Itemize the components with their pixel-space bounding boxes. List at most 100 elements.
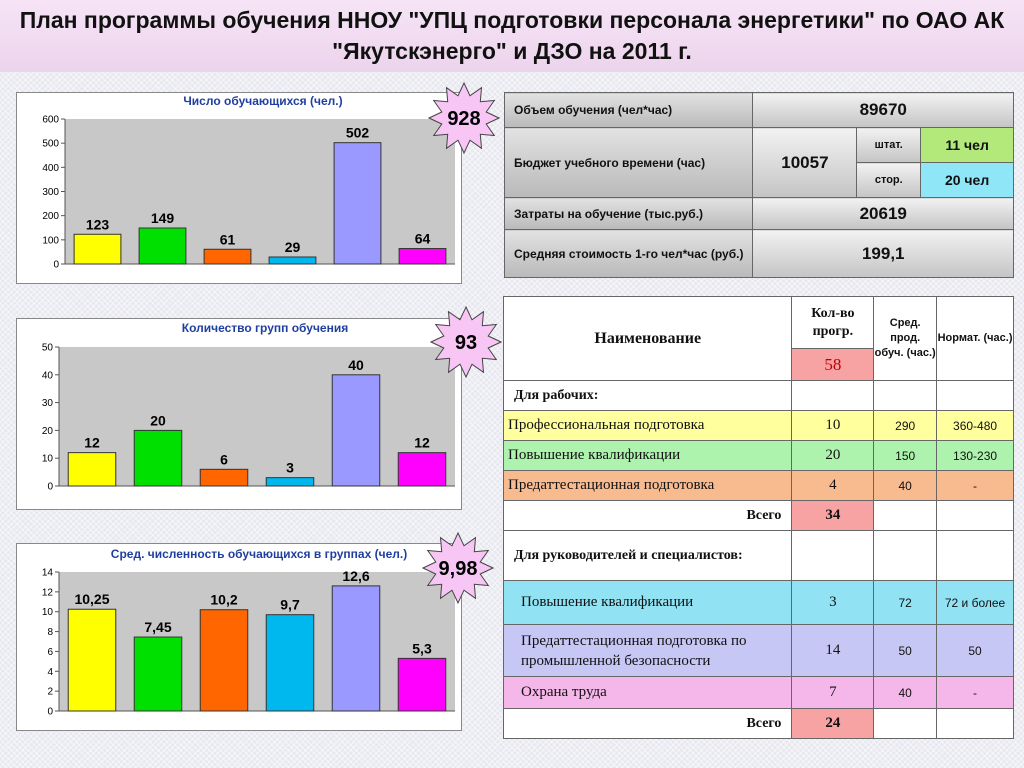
bar — [398, 248, 447, 265]
bar — [397, 452, 447, 487]
starburst-shape — [427, 81, 501, 155]
volume-value: 89670 — [752, 92, 1014, 128]
table-row: Профессиональная подготовка 10 290 360-4… — [502, 410, 1014, 441]
y-tick-label: 2 — [47, 687, 53, 698]
chart-title: Число обучающихся (чел.) — [183, 94, 342, 108]
plot-area — [59, 572, 455, 711]
row-count: 7 — [791, 676, 875, 709]
cost-value: 20619 — [752, 197, 1014, 230]
table-row: Предаттестационная подготовка 4 40 - — [502, 470, 1014, 501]
y-tick-label: 0 — [47, 482, 53, 493]
bar-value-label: 149 — [151, 210, 175, 226]
row-count: 14 — [791, 624, 875, 677]
bar-value-label: 123 — [86, 216, 110, 232]
y-tick-label: 30 — [42, 398, 54, 409]
bar — [133, 636, 183, 712]
starburst-shape — [429, 305, 503, 379]
table-row: Повышение квалификации 3 72 72 и более — [502, 580, 1014, 625]
header-count: Кол-во прогр. — [791, 296, 875, 349]
chart-title: Количество групп обучения — [182, 321, 348, 335]
y-tick-label: 6 — [47, 647, 53, 658]
workers-total-label: Всего — [502, 500, 793, 531]
plot-area — [65, 119, 455, 264]
bar-value-label: 6 — [220, 451, 228, 467]
header-count-total: 58 — [791, 348, 875, 381]
staff-value: 11 чел — [920, 127, 1014, 163]
badge-students-total: 928 — [427, 81, 501, 155]
managers-section-label: Для руководителей и специалистов: — [502, 530, 793, 581]
header-avg: Сред. прод. обуч. (час.) — [873, 296, 938, 381]
row-avg: 40 — [873, 470, 938, 501]
bar-value-label: 10,25 — [74, 591, 109, 607]
bar — [203, 248, 252, 265]
cost-label: Затраты на обучение (тыс.руб.) — [503, 197, 754, 230]
y-tick-label: 600 — [42, 115, 59, 126]
avg-label: Средняя стоимость 1-го чел*час (руб.) — [503, 229, 754, 278]
managers-total-value: 24 — [791, 708, 875, 739]
bar-value-label: 7,45 — [144, 619, 171, 635]
summary-row-cost: Затраты на обучение (тыс.руб.) 20619 — [503, 197, 1014, 230]
row-avg: 40 — [873, 676, 938, 709]
y-tick-label: 10 — [42, 607, 54, 618]
summary-row-budget: Бюджет учебного времени (час) 10057 штат… — [503, 127, 1014, 198]
y-tick-label: 12 — [42, 587, 54, 598]
summary-row-volume: Объем обучения (чел*час) 89670 — [503, 92, 1014, 128]
title-bar: План программы обучения ННОУ "УПЦ подгот… — [0, 0, 1024, 72]
row-avg: 72 — [873, 580, 938, 625]
row-name: Профессиональная подготовка — [502, 410, 793, 441]
row-count: 3 — [791, 580, 875, 625]
y-tick-label: 4 — [47, 667, 53, 678]
row-name: Повышение квалификации — [502, 440, 793, 471]
row-norm: 130-230 — [936, 440, 1014, 471]
bar-value-label: 502 — [346, 125, 370, 141]
row-norm: 360-480 — [936, 410, 1014, 441]
volume-label: Объем обучения (чел*час) — [503, 92, 754, 128]
badge-value: 928 — [447, 108, 480, 130]
row-norm: - — [936, 470, 1014, 501]
bar — [199, 609, 249, 712]
groups-chart-svg: Количество групп обучения 0 10 20 30 40 50 12 2… — [42, 321, 455, 493]
budget-value: 10057 — [752, 127, 858, 198]
bar-value-label: 29 — [285, 239, 301, 255]
students-chart: Число обучающихся (чел.) 0 100 200 300 400 50… — [16, 92, 462, 284]
bar-value-label: 12,6 — [342, 568, 369, 584]
table-row: Охрана труда 7 40 - — [502, 676, 1014, 709]
staff-label: штат. — [856, 127, 922, 163]
y-tick-label: 500 — [42, 139, 59, 150]
bar — [67, 452, 117, 487]
avg-value: 199,1 — [752, 229, 1014, 278]
plan-header-total-row: 58 — [504, 348, 1014, 381]
bar — [268, 256, 317, 265]
y-tick-label: 100 — [42, 235, 59, 246]
row-norm: 72 и более — [936, 580, 1014, 625]
header-norm: Нормат. (час.) — [936, 296, 1014, 381]
y-tick-label: 10 — [42, 454, 54, 465]
page-title: План программы обучения ННОУ "УПЦ подгот… — [19, 7, 1005, 64]
groups-chart: Количество групп обучения 0 10 20 30 40 50 12 2… — [16, 318, 462, 510]
badge-groups-total: 93 — [429, 305, 503, 379]
workers-section-label: Для рабочих: — [502, 380, 793, 411]
bar — [331, 374, 381, 487]
row-norm: 50 — [936, 624, 1014, 677]
bar-value-label: 12 — [84, 435, 100, 451]
managers-section-row: Для руководителей и специалистов: — [502, 530, 1014, 581]
chart-title: Сред. численность обучающихся в группах … — [111, 547, 407, 561]
row-name: Повышение квалификации — [502, 580, 793, 625]
bar — [331, 585, 381, 712]
bar — [333, 142, 382, 265]
budget-label: Бюджет учебного времени (час) — [503, 127, 754, 198]
managers-total-label: Всего — [502, 708, 793, 739]
bar-value-label: 3 — [286, 460, 294, 476]
row-name: Охрана труда — [502, 676, 793, 709]
bar — [199, 468, 249, 487]
outside-value: 20 чел — [920, 162, 1014, 198]
bar — [138, 227, 187, 265]
y-tick-label: 50 — [42, 343, 54, 354]
row-count: 4 — [791, 470, 875, 501]
y-tick-label: 0 — [47, 707, 53, 718]
badge-value: 93 — [455, 332, 477, 354]
row-name: Предаттестационная подготовка — [502, 470, 793, 501]
bar — [67, 608, 117, 712]
row-norm: - — [936, 676, 1014, 709]
avg-group-size-chart-svg: Сред. численность обучающихся в группах … — [42, 547, 455, 718]
